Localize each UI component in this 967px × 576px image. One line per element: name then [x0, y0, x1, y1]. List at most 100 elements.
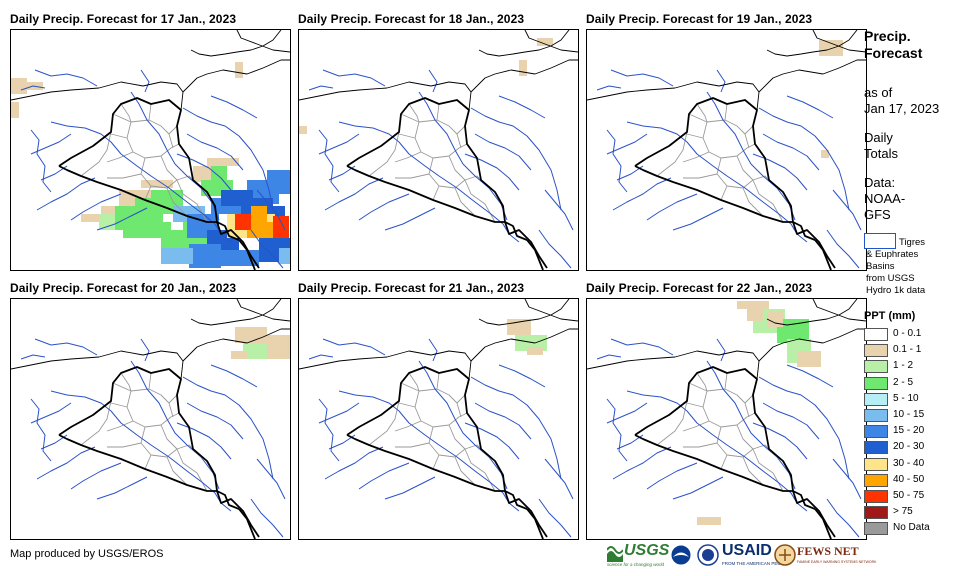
iraq-border [238, 508, 256, 539]
legend-swatch [864, 392, 888, 406]
basin-river [324, 446, 384, 480]
precip-cell [753, 325, 761, 333]
province-boundary [456, 133, 462, 149]
precip-cell [697, 517, 705, 525]
basin-river [544, 458, 574, 500]
precip-cell [211, 174, 219, 182]
country-border [190, 30, 282, 57]
precip-cell [255, 180, 263, 188]
basin-river [464, 422, 520, 460]
precip-cell [795, 339, 803, 347]
precip-cell [195, 214, 203, 222]
precip-cell [19, 78, 27, 86]
precip-cell [259, 246, 267, 254]
precip-cell [515, 327, 523, 335]
precip-cell [131, 214, 139, 222]
precip-cell [761, 325, 769, 333]
precip-cell [161, 230, 169, 238]
province-boundary [107, 442, 142, 448]
province-boundary [160, 155, 178, 181]
legend-title: PPT (mm) [864, 310, 916, 322]
basin-river [20, 85, 46, 91]
precip-cell [141, 180, 149, 188]
precip-cell [235, 70, 243, 78]
precip-cell [201, 174, 209, 182]
precip-cell [819, 40, 827, 48]
precip-cell [205, 260, 213, 268]
legend-label: 40 - 50 [893, 473, 925, 485]
precip-cell [761, 309, 769, 317]
legend-label: No Data [893, 522, 930, 534]
totals-label: Totals [864, 146, 898, 161]
precip-cell [177, 248, 185, 256]
basin-river [672, 476, 724, 500]
precip-cell [161, 238, 169, 246]
precip-cell [235, 230, 243, 238]
precip-cell [123, 222, 131, 230]
country-border [812, 30, 866, 53]
province-boundary [400, 113, 466, 135]
noaa-logo-icon [670, 544, 692, 566]
province-boundary [464, 179, 496, 223]
legend-label: 10 - 15 [893, 409, 925, 420]
precip-cell [205, 252, 213, 260]
side-title-line1: Precip. [864, 28, 911, 44]
precip-cell [251, 343, 259, 351]
province-boundary [742, 456, 764, 486]
precip-cell [281, 216, 289, 224]
precip-cell [143, 206, 151, 214]
iraq-border [504, 490, 528, 510]
country-border [11, 356, 100, 370]
precip-cell [139, 214, 147, 222]
precip-cell [785, 327, 793, 335]
precip-cell [545, 38, 553, 46]
basin-line4: from USGS [866, 273, 915, 284]
province-boundary [168, 402, 174, 418]
precip-cells [507, 319, 547, 355]
basin-river [34, 69, 98, 87]
precip-cell [275, 343, 283, 351]
precip-cell [243, 222, 251, 230]
precip-cell [767, 319, 775, 327]
precip-cell [263, 230, 271, 238]
panel-title: Daily Precip. Forecast for 20 Jan., 2023 [10, 281, 237, 295]
country-border [478, 299, 570, 326]
province-boundary [454, 187, 476, 217]
country-border [674, 350, 760, 380]
precip-cell [777, 335, 785, 343]
precip-cell [255, 230, 263, 238]
precip-cell [143, 190, 151, 198]
precip-cell [797, 351, 805, 359]
legend-swatch [864, 441, 888, 455]
precip-cell [283, 238, 290, 246]
precip-cell [537, 38, 545, 46]
country-border [386, 350, 472, 380]
precip-cell [221, 190, 229, 198]
precip-cell [761, 317, 769, 325]
province-boundary [448, 155, 466, 181]
forecast-map-4 [10, 298, 291, 540]
precip-cell [181, 206, 189, 214]
basin-river [318, 402, 360, 424]
legend-label: 0.1 - 1 [893, 344, 922, 356]
precip-cell [279, 256, 287, 264]
precip-cell [155, 214, 163, 222]
basin-river [318, 129, 340, 193]
basin-river [428, 69, 438, 93]
precip-cell [203, 222, 211, 230]
province-boundary [752, 179, 784, 223]
country-border [812, 299, 866, 322]
precip-cell [273, 216, 281, 224]
province-boundary [736, 155, 754, 181]
precip-cell [155, 230, 163, 238]
map-svg [299, 30, 578, 270]
iraq-border [634, 165, 793, 223]
precip-cell [515, 319, 523, 327]
province-boundary [394, 151, 422, 163]
basin-river [36, 177, 96, 211]
province-boundary [736, 424, 754, 450]
precip-cell [155, 222, 163, 230]
precip-cell [185, 248, 193, 256]
basin-line2: & Euphrates [866, 249, 919, 260]
precip-cell [243, 327, 251, 335]
